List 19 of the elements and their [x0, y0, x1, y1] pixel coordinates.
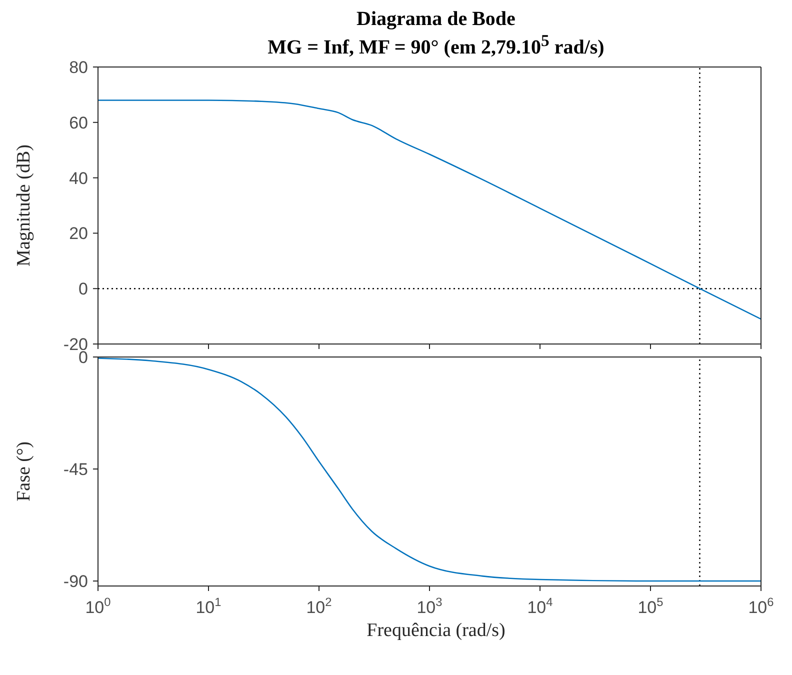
x-tick-label: 10$^{3}$	[416, 594, 443, 617]
x-tick-label: 10$^{6}$	[748, 594, 774, 617]
x-tick-label: 10$^{5}$	[638, 594, 664, 617]
x-tick-label: 10$^{4}$	[527, 594, 554, 617]
y-tick-label: 20	[69, 224, 88, 243]
x-tick-label: 10$^{0}$	[85, 594, 112, 617]
x-tick-label: 10$^{1}$	[196, 594, 222, 617]
y-tick-label: -45	[63, 460, 88, 479]
y-axis-title: Magnitude (dB)	[14, 144, 35, 266]
x-axis-title: Frequência (rad/s)	[366, 620, 506, 642]
y-tick-label: -90	[63, 572, 88, 591]
chart-subtitle: MG = Inf, MF = 90° (em 2,79.10$^{5}$ rad/s)	[266, 31, 606, 60]
x-tick-label: 10$^{2}$	[306, 594, 332, 617]
y-tick-label: 40	[69, 168, 88, 188]
y-axis-title: Fase (°)	[14, 441, 35, 502]
y-tick-label: 60	[69, 113, 88, 132]
y-tick-label: 0	[78, 279, 88, 298]
y-tick-label: 80	[69, 58, 88, 77]
chart-title: Diagrama de Bode	[356, 8, 516, 31]
